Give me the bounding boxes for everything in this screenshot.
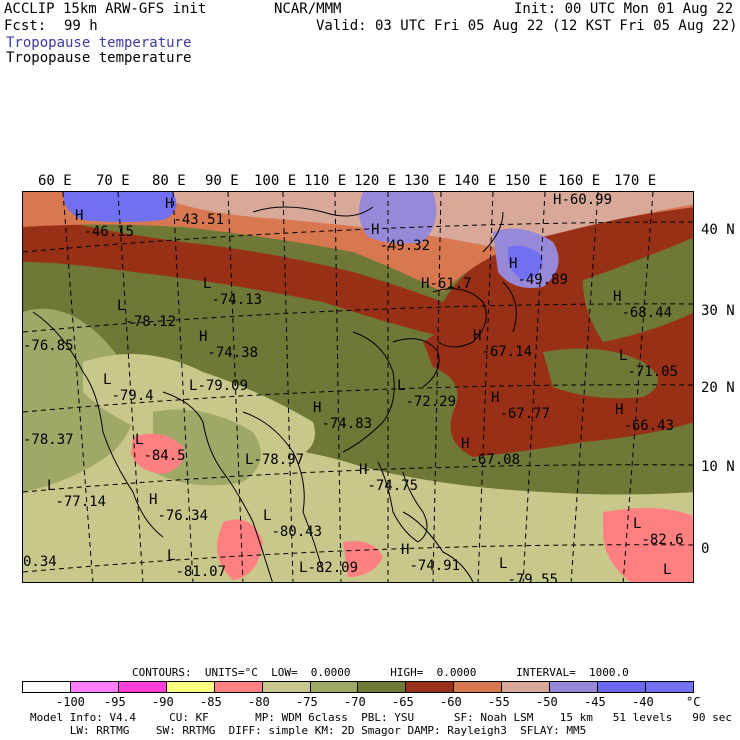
model-info-line-2: LW: RRTMG SW: RRTMG DIFF: simple KM: 2D … (30, 724, 587, 737)
extremum-marker: L -82.6 (633, 516, 684, 548)
extremum-marker: H -74.83 (313, 400, 373, 432)
extremum-marker: H -68.44 (613, 289, 673, 321)
color-bar-segment (214, 682, 263, 692)
field-title-primary: Tropopause temperature (6, 35, 192, 51)
lon-label: 70 E (96, 173, 130, 189)
extremum-marker: H -74.38 (199, 329, 259, 361)
extremum-marker: H -67.14 (473, 328, 533, 360)
color-bar-segment (166, 682, 215, 692)
extremum-marker: H -67.08 (461, 436, 521, 468)
extremum-marker: L-79.09 (189, 378, 249, 394)
lon-label: 170 E (614, 173, 657, 189)
lon-label: 160 E (558, 173, 601, 189)
extremum-marker: -78.37 (23, 432, 74, 448)
colorbar-unit: °C (686, 695, 701, 709)
colorbar-tick-label: -100 (56, 695, 85, 709)
colorbar-tick-label: -55 (488, 695, 510, 709)
lat-label: 40 N (701, 222, 735, 238)
valid-time: Valid: 03 UTC Fri 05 Aug 22 (12 KST Fri … (316, 18, 738, 34)
extremum-marker: L (663, 562, 672, 578)
color-bar-segment (550, 682, 599, 692)
color-bar-segment (502, 682, 551, 692)
colorbar-tick-label: -50 (536, 695, 558, 709)
color-bar-segment (310, 682, 359, 692)
extremum-marker: H -74.75 (359, 462, 419, 494)
init-time: Init: 00 UTC Mon 01 Aug 22 (514, 1, 734, 17)
extremum-marker: L -81.07 (167, 548, 227, 580)
field-title-secondary: Tropopause temperature (6, 50, 192, 66)
lat-label: 10 N (701, 459, 735, 475)
map-panel: H -46.15 H -43.51 H -49.32 H-60.99 H -49… (22, 191, 694, 583)
lat-label: 0 (701, 541, 710, 557)
extremum-marker: L -74.13 (203, 276, 263, 308)
lon-label: 110 E (304, 173, 347, 189)
color-bar-segment (70, 682, 119, 692)
colorbar-tick-label: -45 (584, 695, 606, 709)
colorbar-tick-label: -90 (152, 695, 174, 709)
model-title: ACCLIP 15km ARW-GFS init (4, 1, 207, 17)
extremum-marker: -76.85 (23, 338, 74, 354)
extremum-marker: H -43.51 (165, 196, 225, 228)
lat-label: 30 N (701, 303, 735, 319)
model-info-line-1: Model Info: V4.4 CU: KF MP: WDM 6class P… (30, 711, 732, 724)
extremum-marker: H -46.15 (75, 208, 135, 240)
colorbar-tick-label: -85 (200, 695, 222, 709)
extremum-marker: H -76.34 (149, 492, 209, 524)
color-bar-segment (23, 682, 71, 692)
extremum-marker: L -71.05 (619, 348, 679, 380)
extremum-marker: L -79.4 (103, 372, 154, 404)
extremum-marker: L-82.09 (299, 560, 359, 576)
color-bar-segment (118, 682, 167, 692)
contours-info: CONTOURS: UNITS=°C LOW= 0.0000 HIGH= 0.0… (132, 666, 629, 679)
lon-label: 60 E (38, 173, 72, 189)
color-bar-segment (598, 682, 646, 692)
fcst-label: Fcst: (4, 18, 47, 34)
extremum-marker: H -74.91 (401, 542, 461, 574)
color-bar-segment (262, 682, 311, 692)
color-bar-segment (406, 682, 455, 692)
lon-label: 100 E (254, 173, 297, 189)
colorbar-tick-label: -60 (440, 695, 462, 709)
colorbar-tick-label: -40 (632, 695, 654, 709)
lat-label: 20 N (701, 380, 735, 396)
extremum-marker: H -67.77 (491, 390, 551, 422)
extremum-marker: L -72.29 (397, 378, 457, 410)
fcst-value: 99 h (64, 18, 98, 34)
lon-label: 120 E (354, 173, 397, 189)
colorbar-tick-label: -95 (104, 695, 126, 709)
color-bar (22, 681, 694, 693)
extremum-marker: L -80.43 (263, 508, 323, 540)
extremum-marker: L -78.12 (117, 298, 177, 330)
lon-label: 140 E (454, 173, 497, 189)
color-bar-segment (454, 682, 503, 692)
extremum-marker: H-61.7 (421, 276, 472, 292)
colorbar-tick-label: -70 (344, 695, 366, 709)
colorbar-tick-label: -80 (248, 695, 270, 709)
lon-label: 90 E (205, 173, 239, 189)
extremum-marker: L -77.14 (47, 478, 107, 510)
extremum-marker: 0.34 (23, 554, 57, 570)
colorbar-tick-label: -75 (296, 695, 318, 709)
extremum-marker: L-78.97 (245, 452, 305, 468)
extremum-marker: H -49.89 (509, 256, 569, 288)
tropopause-temperature-map (23, 192, 693, 582)
extremum-marker: L -79.55 (499, 556, 559, 583)
extremum-marker: L -84.5 (135, 432, 186, 464)
lon-label: 150 E (505, 173, 548, 189)
color-bar-segment (645, 682, 693, 692)
lon-label: 80 E (152, 173, 186, 189)
colorbar-tick-label: -65 (392, 695, 414, 709)
color-bar-segment (358, 682, 407, 692)
center-title: NCAR/MMM (274, 1, 342, 17)
extremum-marker: H -66.43 (615, 402, 675, 434)
extremum-marker: H-60.99 (553, 192, 613, 208)
extremum-marker: H -49.32 (371, 222, 431, 254)
lon-label: 130 E (404, 173, 447, 189)
